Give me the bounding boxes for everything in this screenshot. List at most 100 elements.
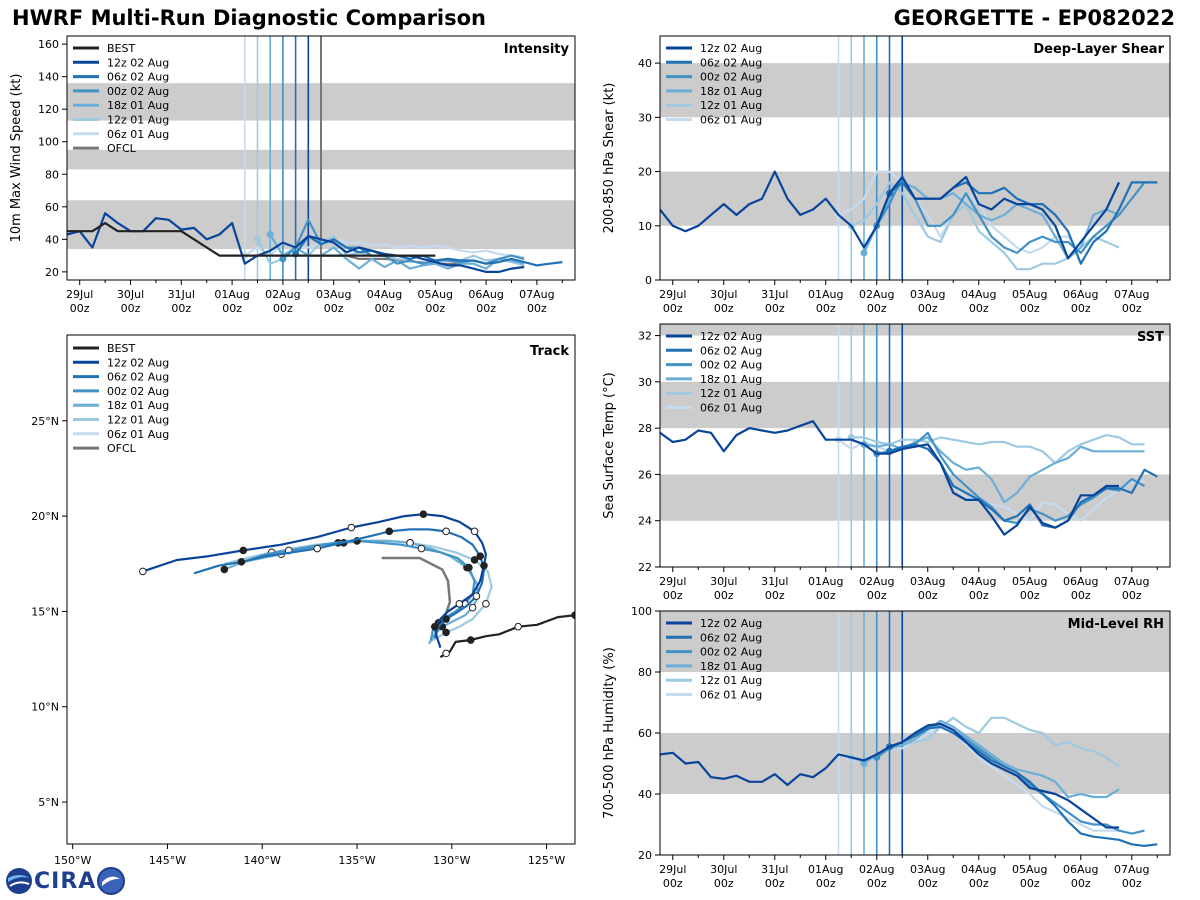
- init-marker-00z-02-aug: [279, 255, 287, 263]
- x-tick-label-day: 02Aug: [859, 288, 894, 301]
- x-tick-label-hour: 00z: [1071, 302, 1091, 315]
- track-line-12z-01-aug: [224, 539, 493, 643]
- x-tick-label-hour: 00z: [527, 302, 547, 315]
- series-line-12z-02-aug: [660, 420, 1119, 536]
- y-tick-label: 32: [638, 330, 652, 343]
- x-tick-label-day: 02Aug: [859, 575, 894, 588]
- track-position-marker: [468, 603, 477, 612]
- series-group: [660, 420, 1158, 536]
- y-tick-label: 20: [45, 266, 59, 279]
- y-tick-label: 22: [638, 561, 652, 574]
- track-position-marker: [139, 567, 147, 576]
- track-position-marker: [239, 546, 248, 555]
- track-group: [139, 510, 575, 659]
- x-tick-label-day: 29Jul: [66, 288, 93, 301]
- plot-area: [660, 324, 1170, 567]
- x-tick-label-day: 01Aug: [214, 288, 249, 301]
- x-tick-label-hour: 00z: [425, 302, 445, 315]
- x-tick-label-day: 30Jul: [710, 863, 737, 876]
- x-tick-label: 125°W: [528, 854, 565, 867]
- init-marker-18z-01-aug: [266, 230, 274, 238]
- y-tick-label: 28: [638, 422, 652, 435]
- legend-label-06z-02-aug: 06z 02 Aug: [107, 71, 169, 84]
- x-tick-label-hour: 00z: [918, 877, 938, 890]
- legend-label-06z-02-aug: 06z 02 Aug: [700, 344, 762, 357]
- y-tick-label: 120: [38, 103, 59, 116]
- x-tick-label: 150°W: [54, 854, 91, 867]
- series-line-best: [67, 222, 436, 257]
- track-position-marker: [476, 552, 485, 560]
- x-tick-label-hour: 00z: [867, 589, 887, 602]
- x-tick-label-hour: 00z: [663, 877, 683, 890]
- track-position-marker: [514, 622, 522, 631]
- track-position-marker: [442, 527, 450, 536]
- legend-label-00z-02-aug: 00z 02 Aug: [700, 646, 762, 659]
- y-tick-label: 20°N: [31, 510, 59, 523]
- x-tick-label-day: 04Aug: [961, 288, 996, 301]
- panel-track: 150°W 145°W 140°W 135°W 130°W 125°W 5°N 10°N 15°…: [31, 334, 576, 867]
- x-tick-label-hour: 00z: [765, 302, 785, 315]
- track-position-marker: [237, 558, 246, 566]
- y-tick-label: 25°N: [31, 415, 59, 428]
- track-position-marker: [442, 649, 450, 658]
- x-tick-label-hour: 00z: [324, 302, 344, 315]
- legend-label-12z-02-aug: 12z 02 Aug: [700, 42, 762, 55]
- x-tick-label-day: 06Aug: [1063, 863, 1098, 876]
- y-tick-label: 26: [638, 468, 652, 481]
- y-tick-label: 0: [645, 274, 652, 287]
- x-tick-label-hour: 00z: [1020, 877, 1040, 890]
- legend-label-18z-01-aug: 18z 01 Aug: [107, 99, 169, 112]
- panel-shear: 01020304029Jul00z30Jul00z31Jul00z01Aug00…: [602, 35, 1171, 315]
- x-tick-label-day: 03Aug: [910, 288, 945, 301]
- y-axis-label: 700-500 hPa Humidity (%): [602, 647, 617, 819]
- x-tick-label-day: 04Aug: [367, 288, 402, 301]
- logo-text: CIRA: [34, 868, 97, 894]
- legend-label-12z-02-aug: 12z 02 Aug: [107, 56, 169, 69]
- series-line-06z-02-aug: [889, 725, 1158, 848]
- track-position-marker: [455, 599, 464, 608]
- x-tick-label-day: 05Aug: [1012, 575, 1047, 588]
- x-tick-label-hour: 00z: [171, 302, 191, 315]
- series-line-18z-01-aug: [863, 719, 1120, 799]
- y-tick-label: 100: [38, 136, 59, 149]
- threshold-band: [660, 381, 1170, 429]
- plot-frame: [66, 334, 576, 845]
- series-group: [660, 716, 1158, 848]
- x-tick-label-hour: 00z: [714, 589, 734, 602]
- y-tick-label: 140: [38, 71, 59, 84]
- track-position-marker: [442, 615, 450, 623]
- y-tick-label: 15°N: [31, 605, 59, 618]
- x-tick-label-hour: 00z: [969, 589, 989, 602]
- track-position-marker: [220, 565, 229, 574]
- plot-frame: [66, 35, 576, 281]
- x-tick-label: 135°W: [338, 854, 375, 867]
- legend-label-12z-02-aug: 12z 02 Aug: [700, 330, 762, 343]
- x-tick-label-day: 03Aug: [910, 575, 945, 588]
- legend-label-12z-01-aug: 12z 01 Aug: [700, 99, 762, 112]
- x-tick-label-day: 30Jul: [710, 288, 737, 301]
- x-tick-label-hour: 00z: [816, 877, 836, 890]
- x-tick-label: 145°W: [149, 854, 186, 867]
- x-tick-label-hour: 00z: [1122, 589, 1142, 602]
- series-line-12z-01-aug: [851, 434, 1145, 464]
- track-position-marker: [472, 592, 481, 600]
- init-marker-12z-01-aug: [254, 235, 261, 243]
- track-line-12z-02-aug: [142, 513, 487, 648]
- legend-label-12z-01-aug: 12z 01 Aug: [107, 114, 169, 127]
- legend-label-18z-01-aug: 18z 01 Aug: [700, 373, 762, 386]
- panel-title: SST: [1137, 330, 1164, 345]
- threshold-band: [660, 611, 1170, 672]
- x-tick-label-day: 07Aug: [1114, 575, 1149, 588]
- x-tick-label-hour: 00z: [765, 877, 785, 890]
- legend-label-ofcl: OFCL: [107, 442, 137, 455]
- x-tick-label-hour: 00z: [816, 302, 836, 315]
- y-tick-label: 24: [638, 515, 652, 528]
- legend-label-18z-01-aug: 18z 01 Aug: [700, 85, 762, 98]
- x-tick-label-day: 29Jul: [659, 863, 686, 876]
- y-axis-label: 10m Max Wind Speed (kt): [9, 74, 24, 243]
- chart-title-right: GEORGETTE - EP082022: [893, 6, 1175, 30]
- x-tick-label-day: 01Aug: [808, 575, 843, 588]
- x-tick-label-day: 05Aug: [1012, 288, 1047, 301]
- plot-frame: [659, 35, 1171, 281]
- y-tick-label: 20: [638, 166, 652, 179]
